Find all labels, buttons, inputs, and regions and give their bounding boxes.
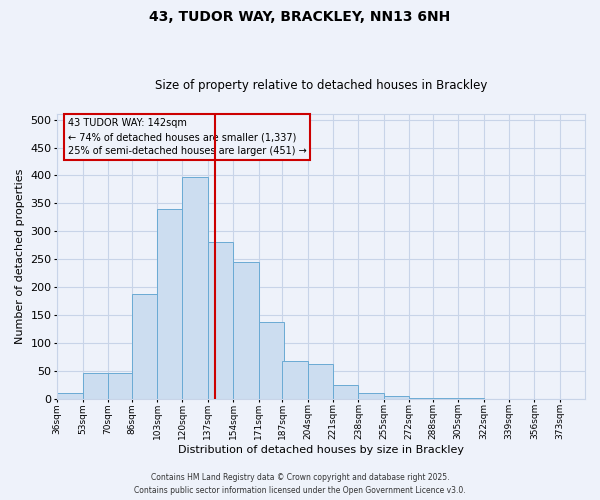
Bar: [259, 322, 284, 399]
Bar: [358, 394, 384, 399]
Bar: [233, 262, 259, 399]
Title: Size of property relative to detached houses in Brackley: Size of property relative to detached ho…: [155, 79, 487, 92]
X-axis label: Distribution of detached houses by size in Brackley: Distribution of detached houses by size …: [178, 445, 464, 455]
Bar: [132, 294, 157, 399]
Text: Contains HM Land Registry data © Crown copyright and database right 2025.
Contai: Contains HM Land Registry data © Crown c…: [134, 474, 466, 495]
Bar: [83, 372, 108, 399]
Y-axis label: Number of detached properties: Number of detached properties: [15, 169, 25, 344]
Bar: [108, 372, 133, 399]
Text: 43 TUDOR WAY: 142sqm
← 74% of detached houses are smaller (1,337)
25% of semi-de: 43 TUDOR WAY: 142sqm ← 74% of detached h…: [68, 118, 307, 156]
Bar: [458, 398, 484, 399]
Bar: [409, 398, 434, 399]
Bar: [308, 364, 333, 399]
Bar: [182, 176, 208, 399]
Bar: [57, 394, 83, 399]
Bar: [333, 385, 358, 399]
Bar: [283, 361, 308, 399]
Bar: [208, 242, 233, 399]
Bar: [157, 209, 182, 399]
Bar: [384, 396, 409, 399]
Text: 43, TUDOR WAY, BRACKLEY, NN13 6NH: 43, TUDOR WAY, BRACKLEY, NN13 6NH: [149, 10, 451, 24]
Bar: [433, 398, 458, 399]
